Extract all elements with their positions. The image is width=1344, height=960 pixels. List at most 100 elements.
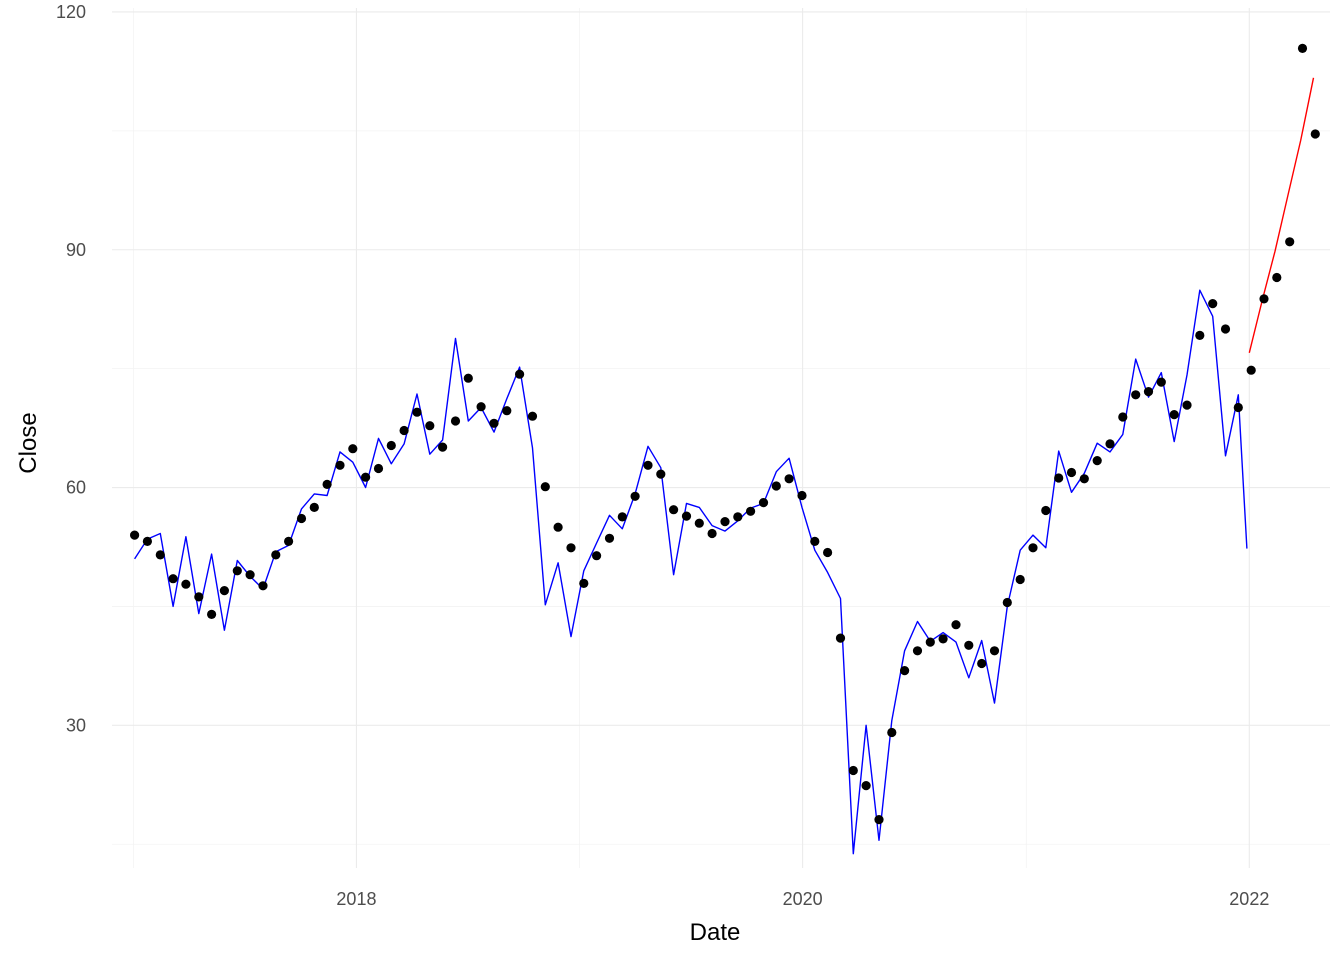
data-point	[617, 512, 627, 522]
data-point	[1015, 574, 1025, 585]
data-point	[245, 570, 255, 580]
data-point	[1220, 324, 1231, 334]
data-point	[322, 479, 332, 489]
data-point	[746, 506, 756, 516]
x-tick-label: 2018	[336, 889, 376, 909]
x-tick-label: 2020	[783, 889, 823, 909]
data-point	[630, 491, 640, 501]
data-point	[810, 536, 820, 547]
fitted-line	[134, 289, 1248, 855]
data-point	[438, 442, 448, 452]
data-point	[1041, 505, 1051, 516]
x-axis-title: Date	[690, 919, 741, 946]
data-point	[887, 727, 897, 738]
data-point	[1272, 272, 1282, 283]
data-point	[1131, 390, 1141, 400]
data-point	[155, 550, 165, 560]
data-point	[1066, 467, 1077, 478]
data-point	[694, 518, 704, 528]
data-point	[168, 574, 178, 584]
data-point	[823, 547, 833, 558]
data-point	[142, 536, 152, 547]
data-point	[1118, 412, 1128, 422]
data-point	[348, 444, 358, 454]
scatter-points	[130, 43, 1320, 825]
data-point	[900, 666, 910, 676]
data-point	[1169, 410, 1179, 420]
data-point	[1259, 294, 1269, 304]
data-point	[669, 505, 679, 515]
data-point	[284, 536, 294, 547]
data-point	[232, 566, 242, 576]
y-tick-label: 30	[66, 715, 86, 735]
data-point	[771, 481, 781, 491]
data-point	[797, 490, 807, 501]
series-lines	[134, 77, 1315, 855]
data-point	[1079, 474, 1089, 484]
data-point	[1002, 597, 1012, 608]
data-point	[476, 402, 486, 412]
data-point	[399, 425, 409, 436]
data-point	[643, 460, 653, 470]
x-tick-label: 2022	[1229, 889, 1269, 909]
data-point	[1105, 439, 1115, 449]
data-point	[309, 502, 319, 512]
data-point	[1297, 43, 1308, 54]
forecast-line	[1248, 77, 1315, 353]
data-point	[373, 463, 384, 474]
data-point	[361, 472, 371, 482]
data-point	[1054, 473, 1064, 483]
data-point	[592, 551, 602, 561]
data-point	[656, 469, 666, 479]
data-point	[977, 658, 987, 669]
data-point	[502, 406, 512, 416]
data-point	[271, 550, 281, 560]
minor-gridlines	[112, 8, 1330, 868]
data-point	[579, 578, 589, 589]
data-point	[1233, 402, 1243, 413]
data-point	[874, 815, 884, 825]
data-point	[181, 579, 191, 589]
data-point	[912, 646, 923, 656]
data-point	[925, 637, 935, 647]
data-point	[758, 498, 769, 508]
data-point	[386, 440, 396, 451]
data-point	[938, 634, 948, 644]
data-point	[964, 640, 974, 650]
data-point	[707, 528, 717, 539]
data-point	[1285, 237, 1295, 247]
y-tick-label: 120	[56, 2, 86, 22]
data-point	[1195, 330, 1205, 340]
data-point	[194, 592, 204, 602]
data-point	[425, 421, 435, 431]
data-point	[463, 373, 473, 383]
data-point	[335, 460, 345, 470]
data-point	[861, 781, 871, 791]
x-axis-tick-labels: 2018 2020 2022	[336, 889, 1269, 909]
major-gridlines	[112, 8, 1330, 868]
data-point	[258, 581, 268, 591]
data-point	[1028, 543, 1038, 553]
data-point	[848, 765, 858, 776]
data-point	[951, 620, 961, 630]
data-point	[1246, 365, 1256, 375]
data-point	[1310, 129, 1320, 139]
data-point	[784, 474, 794, 484]
data-point	[130, 530, 140, 540]
data-point	[1182, 400, 1192, 410]
data-point	[1208, 299, 1218, 309]
data-point	[412, 407, 422, 417]
data-point	[1143, 387, 1154, 397]
data-point	[540, 482, 550, 492]
data-point	[681, 511, 692, 521]
y-axis-tick-labels: 30 60 90 120	[56, 2, 86, 735]
data-point	[733, 512, 743, 522]
data-point	[604, 533, 615, 543]
data-point	[207, 609, 217, 620]
data-point	[1156, 377, 1166, 387]
data-point	[720, 517, 730, 527]
data-point	[219, 586, 229, 596]
data-point	[527, 411, 538, 421]
data-point	[553, 522, 563, 532]
